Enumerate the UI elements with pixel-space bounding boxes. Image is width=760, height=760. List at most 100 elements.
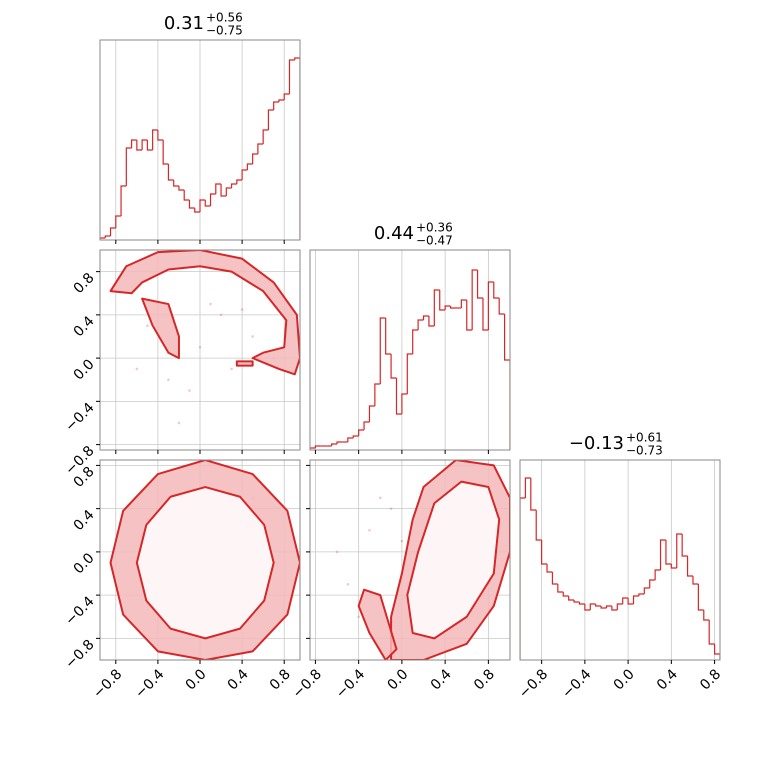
hist-step <box>557 584 564 593</box>
hist-step <box>670 564 677 569</box>
x-tick-label: 0.4 <box>654 666 681 693</box>
scatter-point <box>251 335 254 338</box>
hist-step <box>487 281 494 330</box>
hist-step <box>595 604 602 607</box>
hist-step <box>395 378 402 415</box>
hist-step <box>401 393 408 414</box>
x-tick-label: −0.4 <box>559 666 594 701</box>
y-tick-label: 0.8 <box>71 270 98 297</box>
hist-step <box>449 306 456 309</box>
hist-step <box>665 540 672 565</box>
hist-step <box>188 200 195 209</box>
hist-step <box>686 556 693 577</box>
x-tick-label: 0.0 <box>384 666 411 693</box>
y-tick-label: −0.4 <box>62 593 97 628</box>
hist-step <box>578 602 585 605</box>
panel <box>310 460 510 660</box>
hist-step <box>535 510 542 541</box>
panel <box>100 460 300 660</box>
hist-step <box>136 140 143 151</box>
hist-step <box>681 534 688 557</box>
panel <box>310 250 510 450</box>
title-value: −0.13 <box>569 433 624 454</box>
hist-step <box>379 317 386 384</box>
title-lower: −0.47 <box>416 234 453 248</box>
hist-step <box>390 354 397 379</box>
panel <box>100 250 300 450</box>
hist-step <box>466 300 473 331</box>
hist-step <box>417 319 424 330</box>
hist-step <box>173 180 179 187</box>
hist-step <box>178 186 185 191</box>
hist-step <box>524 477 531 498</box>
hist-step <box>520 497 526 660</box>
hist-step <box>476 270 483 299</box>
hist-step <box>278 99 285 102</box>
hist-step <box>363 421 370 430</box>
hist-step <box>347 437 354 442</box>
hist-step <box>627 598 634 605</box>
hist-step <box>331 443 338 446</box>
panel <box>520 460 720 660</box>
hist-step <box>374 383 381 406</box>
hist-step <box>273 101 279 110</box>
contour <box>357 588 398 660</box>
hist-step <box>204 200 211 207</box>
hist-step <box>141 139 148 150</box>
hist-step <box>225 187 232 196</box>
panel-frame <box>519 459 721 661</box>
scatter-point <box>346 583 350 586</box>
hist-step <box>600 606 607 609</box>
scatter-point <box>177 421 181 425</box>
hist-step <box>310 447 316 450</box>
x-tick-label: −0.4 <box>333 666 368 701</box>
contour <box>406 480 501 640</box>
hist-step <box>482 298 489 331</box>
x-tick-label: −0.8 <box>90 666 125 701</box>
hist-step <box>267 109 274 130</box>
hist-step <box>422 315 429 320</box>
y-tick-label: 0.0 <box>71 356 98 383</box>
hist-step <box>697 584 704 611</box>
x-tick-label: −0.4 <box>132 666 167 701</box>
hist-step <box>220 184 227 197</box>
hist-step <box>125 147 132 186</box>
hist-step <box>294 57 300 240</box>
scatter-point <box>188 389 191 392</box>
hist-step <box>439 290 446 311</box>
hist-step <box>444 305 451 310</box>
scatter-point <box>357 615 360 619</box>
scatter-point <box>167 378 170 382</box>
hist-step <box>605 605 612 608</box>
hist-step <box>288 59 295 94</box>
hist-step <box>262 129 269 144</box>
hist-step <box>676 533 683 568</box>
hist-step <box>130 139 137 148</box>
hist-step <box>471 269 478 330</box>
hist-step <box>157 130 164 141</box>
hist-step <box>611 606 618 611</box>
title-upper: +0.36 <box>416 221 453 235</box>
y-tick-label: 0.0 <box>71 550 98 577</box>
hist-step <box>708 620 715 645</box>
hist-step <box>146 140 153 151</box>
scatter-point <box>378 496 382 500</box>
hist-step <box>433 289 440 326</box>
hist-step <box>358 429 365 436</box>
hist-step <box>241 169 248 180</box>
scatter-point <box>135 367 139 371</box>
x-tick-label: −0.8 <box>290 666 325 701</box>
hist-step <box>703 610 710 621</box>
scatter-point <box>219 313 223 317</box>
hist-step <box>199 199 206 212</box>
hist-step <box>654 569 661 580</box>
hist-step <box>230 183 237 188</box>
hist-step <box>246 163 253 170</box>
hist-step <box>100 237 106 240</box>
title-value: 0.31 <box>164 13 204 34</box>
title-lower: −0.73 <box>626 444 663 458</box>
hist-step <box>616 603 623 610</box>
hist-step <box>215 183 222 194</box>
hist-step <box>562 592 569 597</box>
hist-step <box>183 190 190 201</box>
